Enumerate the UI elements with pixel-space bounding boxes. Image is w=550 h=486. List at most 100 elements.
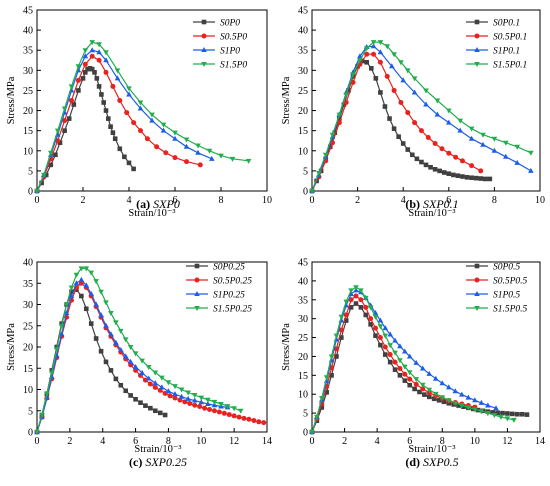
data-point <box>229 156 236 162</box>
legend-marker <box>474 47 480 52</box>
data-point <box>62 118 68 124</box>
y-tick-label: 40 <box>298 276 308 287</box>
data-point <box>432 141 438 147</box>
x-tick-label: 2 <box>67 436 72 447</box>
data-point <box>132 363 139 369</box>
series-S1.5P0 <box>34 40 252 194</box>
legend-marker <box>474 306 480 311</box>
data-point <box>96 49 102 55</box>
data-point <box>338 314 345 320</box>
data-point <box>490 410 496 415</box>
data-point <box>412 120 418 126</box>
legend: S0P0.1 S0.5P0.1 S1P0.1 S1.5P0.1 <box>466 19 527 71</box>
data-point <box>339 335 344 340</box>
data-point <box>178 393 185 399</box>
data-point <box>93 279 99 285</box>
data-point <box>89 47 95 53</box>
y-tick-label: 30 <box>23 66 33 77</box>
x-tick-label: 8 <box>492 195 497 206</box>
x-tick-label: 4 <box>401 195 406 206</box>
data-point <box>405 147 411 152</box>
data-point <box>412 386 417 392</box>
panel-caption: (d) SXP0.5 <box>405 455 458 469</box>
data-point <box>364 59 370 65</box>
data-point <box>372 314 379 320</box>
data-point <box>469 163 475 169</box>
data-point <box>382 104 388 109</box>
data-point <box>159 384 165 390</box>
data-point <box>98 312 104 318</box>
data-point <box>418 128 424 134</box>
data-point <box>495 410 500 416</box>
data-point <box>76 88 81 93</box>
data-point <box>108 368 114 373</box>
data-point <box>218 401 224 407</box>
data-point <box>133 367 139 373</box>
data-point <box>446 150 452 156</box>
caption-prefix: (b) <box>405 197 423 211</box>
data-point <box>241 415 247 421</box>
data-point <box>103 359 109 365</box>
y-tick-label: 25 <box>298 333 308 344</box>
legend-label: S1.5P0 <box>220 61 247 71</box>
data-point <box>498 414 504 420</box>
data-point <box>137 100 144 106</box>
caption-name: SXP0.5 <box>423 455 459 469</box>
data-point <box>78 266 85 272</box>
y-tick-label: 0 <box>28 187 33 198</box>
legend-label: S0.5P0.5 <box>493 277 528 287</box>
data-point <box>373 325 379 331</box>
y-tick-label: 10 <box>23 146 33 157</box>
data-point <box>144 136 150 142</box>
data-point <box>154 144 160 150</box>
x-tick-label: 2 <box>81 195 86 206</box>
x-tick-label: 2 <box>342 436 347 447</box>
data-point <box>337 116 342 121</box>
data-point <box>53 152 58 158</box>
y-tick-label: 20 <box>298 106 308 117</box>
panel-c: 0 2 4 6 8 10 12 14 0 5 10 15 20 25 30 35 40 Strain/10⁻³ St… <box>6 258 272 470</box>
y-tick-label: 10 <box>298 146 308 157</box>
data-point <box>92 70 97 75</box>
data-point <box>126 86 132 92</box>
data-point <box>431 396 437 402</box>
data-point <box>110 130 116 135</box>
y-tick-label: 20 <box>298 352 308 363</box>
data-point <box>439 395 446 401</box>
data-point <box>198 399 205 405</box>
data-point <box>103 69 109 75</box>
data-point <box>309 430 315 435</box>
data-point <box>472 407 478 413</box>
data-point <box>62 128 67 133</box>
data-point <box>191 397 198 403</box>
x-axis-label: Strain/10⁻³ <box>408 444 455 455</box>
data-point <box>79 293 84 299</box>
data-point <box>459 391 465 397</box>
data-point <box>343 92 349 98</box>
data-point <box>126 91 132 97</box>
x-tick-label: 6 <box>446 195 451 206</box>
data-point <box>54 128 61 134</box>
y-tick-label: 10 <box>298 390 308 401</box>
data-point <box>126 160 132 166</box>
panel-d: 0 2 4 6 8 10 12 14 0 5 10 15 20 25 30 35 40 45 Strain/10⁻³… <box>281 258 545 470</box>
data-point <box>346 88 351 93</box>
data-point <box>71 102 77 107</box>
data-point <box>391 87 397 93</box>
series-S1.5P0.5 <box>309 285 517 435</box>
data-point <box>491 136 498 142</box>
data-point <box>446 171 452 177</box>
data-point <box>323 375 330 381</box>
data-point <box>103 322 109 328</box>
data-point <box>197 162 203 168</box>
data-point <box>197 404 203 409</box>
data-point <box>66 116 72 121</box>
data-point <box>456 403 461 408</box>
x-axis-label: Strain/10⁻³ <box>408 208 455 219</box>
legend-label: S1.5P0.25 <box>213 305 252 315</box>
legend: S0P0.5 S0.5P0.5 S1P0.5 S1.5P0.5 <box>466 263 528 315</box>
data-point <box>392 337 398 343</box>
data-point <box>500 410 505 416</box>
data-point <box>68 84 75 90</box>
